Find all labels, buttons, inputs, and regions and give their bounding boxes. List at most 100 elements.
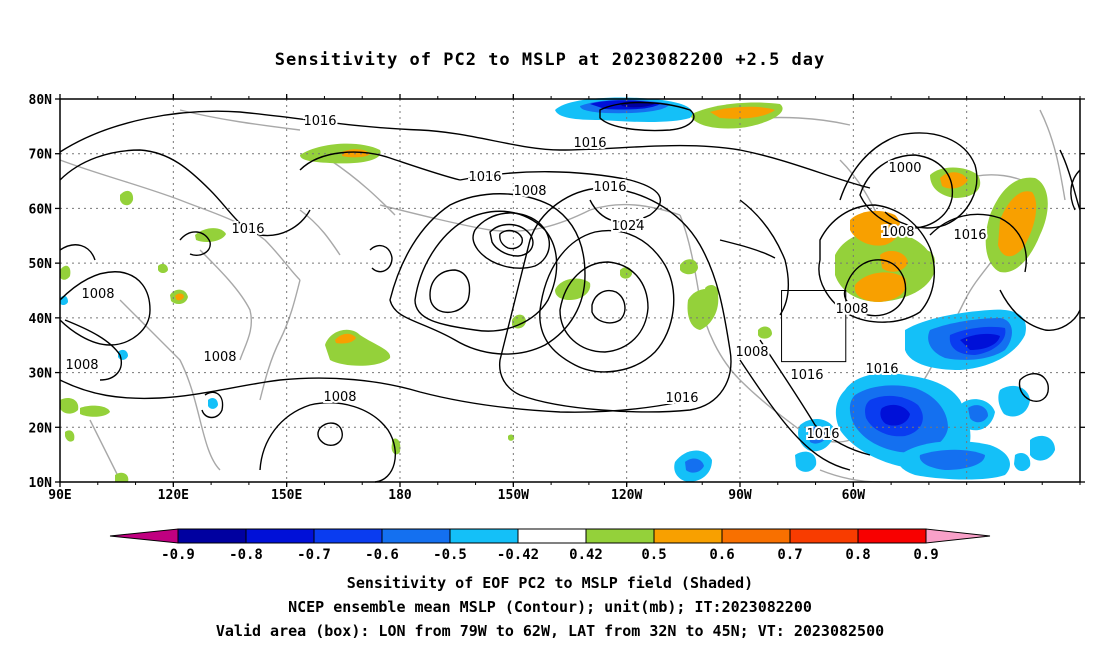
shaded-region <box>795 451 817 472</box>
lat-tick-label: 50N <box>29 257 53 272</box>
lon-tick-label: 180 <box>388 488 412 503</box>
colorbar-label: -0.6 <box>365 547 399 563</box>
colorbar-segment <box>585 528 655 544</box>
colorbar-label: 0.7 <box>777 547 802 563</box>
shaded-region <box>65 430 75 442</box>
shaded-region <box>850 210 901 246</box>
shaded-region <box>687 288 719 330</box>
shaded-region <box>705 284 719 298</box>
shaded-region <box>710 106 775 119</box>
colorbar-label: -0.5 <box>433 547 467 563</box>
colorbar-min-arrow <box>109 528 179 544</box>
footer-line-3: Valid area (box): LON from 79W to 62W, L… <box>215 622 885 640</box>
lon-tick-label: 60W <box>842 488 866 503</box>
contour-label: 1000 <box>888 161 921 176</box>
contour-label: 1016 <box>790 368 823 383</box>
colorbar-label: 0.5 <box>641 547 666 563</box>
lat-tick-label: 20N <box>29 421 53 436</box>
shaded-region <box>620 266 632 279</box>
contour-label: 1008 <box>81 287 114 302</box>
mslp-contours <box>59 101 1081 483</box>
shaded-region <box>195 228 226 242</box>
colorbar-segment <box>381 528 451 544</box>
contour-label: 1016 <box>593 180 626 195</box>
colorbar-segment <box>245 528 315 544</box>
contour-label: 1016 <box>468 170 501 185</box>
shaded-region <box>880 250 908 272</box>
contour-label: 1024 <box>611 219 644 234</box>
shaded-region <box>115 472 129 482</box>
lat-tick-label: 30N <box>29 367 53 382</box>
contour-label: 1016 <box>806 427 839 442</box>
colorbar-label: -0.42 <box>497 547 539 563</box>
colorbar-max-arrow <box>925 528 991 544</box>
contour-label: 1016 <box>665 391 698 406</box>
shaded-region <box>808 426 828 444</box>
colorbar-segment <box>653 528 723 544</box>
lat-tick-label: 10N <box>29 476 53 491</box>
colorbar-label: 0.42 <box>569 547 603 563</box>
shaded-region <box>80 405 110 417</box>
contour-labels: 1016 1016 1016 1008 1016 1024 1016 1000 1008 1016… <box>63 112 988 444</box>
shaded-region <box>1014 453 1031 472</box>
shaded-region <box>758 326 772 339</box>
plot-frame <box>59 98 1081 483</box>
contour-label: 1008 <box>203 350 236 365</box>
lat-tick-label: 60N <box>29 202 53 217</box>
shaded-region <box>960 333 1000 350</box>
shaded-region <box>175 293 184 301</box>
lon-tick-label: 90W <box>728 488 752 503</box>
lon-tick-label: 90E <box>48 488 71 503</box>
shaded-region <box>60 398 79 414</box>
shaded-region <box>508 434 515 441</box>
colorbar-segment <box>857 528 927 544</box>
contour-label: 1016 <box>865 362 898 377</box>
valid-area-box <box>781 290 847 363</box>
contour-label: 1016 <box>303 114 336 129</box>
shaded-region <box>335 333 356 344</box>
contour-label: 1008 <box>513 184 546 199</box>
colorbar-segment <box>789 528 859 544</box>
colorbar-segment <box>313 528 383 544</box>
shaded-region <box>1030 435 1055 461</box>
colorbar-segment <box>721 528 791 544</box>
lon-tick-label: 150E <box>271 488 302 503</box>
shaded-region <box>940 172 968 189</box>
footer-line-1: Sensitivity of EOF PC2 to MSLP field (Sh… <box>346 574 754 592</box>
lon-tick-label: 120E <box>158 488 189 503</box>
contour-label: 1008 <box>323 390 356 405</box>
lon-tick-label: 150W <box>498 488 529 503</box>
shaded-region <box>998 191 1037 257</box>
shaded-region <box>60 265 71 280</box>
shaded-region <box>910 249 935 275</box>
colorbar-segment <box>517 528 587 544</box>
contour-label: 1008 <box>881 225 914 240</box>
colorbar-label: 0.8 <box>845 547 870 563</box>
colorbar-label: -0.7 <box>297 547 331 563</box>
shaded-region <box>880 404 910 426</box>
contour-label: 1016 <box>953 228 986 243</box>
contour-label: 1008 <box>65 358 98 373</box>
colorbar: -0.9 -0.8 -0.7 -0.6 -0.5 -0.42 0.42 0.5 0.6 0.7 0.… <box>109 528 991 563</box>
shaded-region <box>120 190 134 206</box>
contour-label: 1008 <box>735 345 768 360</box>
shaded-region <box>208 397 218 409</box>
chart-title: Sensitivity of PC2 to MSLP at 2023082200… <box>274 50 826 70</box>
shaded-region <box>158 263 168 273</box>
lat-tick-label: 40N <box>29 312 53 327</box>
shaded-region <box>968 405 988 423</box>
lat-tick-label: 70N <box>29 148 53 163</box>
colorbar-segment <box>449 528 519 544</box>
colorbar-segment <box>177 528 247 544</box>
contour-label: 1016 <box>231 222 264 237</box>
contour-label: 1016 <box>573 136 606 151</box>
colorbar-label: 0.6 <box>709 547 734 563</box>
lat-tick-label: 80N <box>29 93 53 108</box>
shaded-region <box>854 272 907 302</box>
colorbar-label: -0.9 <box>161 547 195 563</box>
colorbar-label: -0.8 <box>229 547 263 563</box>
contour-label: 1008 <box>835 302 868 317</box>
shaded-region <box>685 458 704 473</box>
